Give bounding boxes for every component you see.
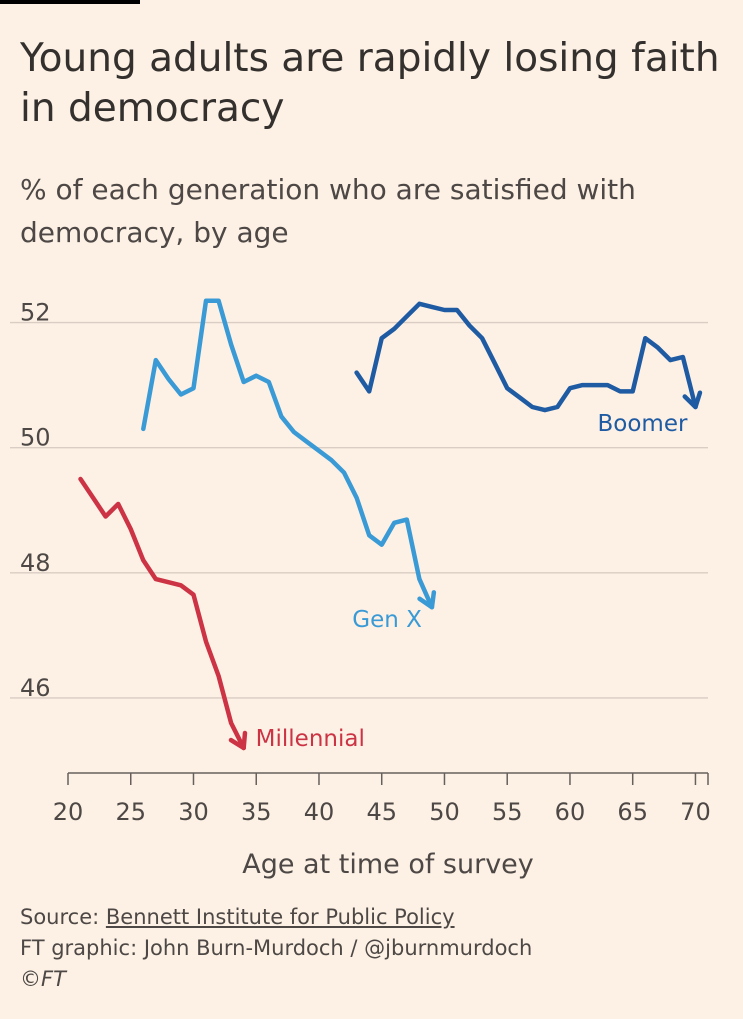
x-tick-label-50: 50: [429, 798, 460, 826]
source-link[interactable]: Bennett Institute for Public Policy: [105, 905, 455, 929]
header-accent-bar: [0, 0, 140, 4]
x-tick-label-35: 35: [241, 798, 272, 826]
x-axis-title: Age at time of survey: [242, 849, 534, 880]
series-arrowhead-millennial: [228, 730, 248, 751]
y-tick-label-52: 52: [20, 299, 51, 327]
chart-subtitle: % of each generation who are satisfied w…: [20, 173, 636, 249]
series-line-boomer: [354, 301, 698, 413]
series-label-gen-x: Gen X: [352, 607, 422, 633]
y-tick-label-48: 48: [20, 549, 51, 577]
source-prefix: Source:: [20, 905, 106, 929]
chart-title: Young adults are rapidly losing faith in…: [20, 36, 720, 131]
series-label-boomer: Boomer: [598, 411, 688, 437]
x-tick-label-30: 30: [178, 798, 209, 826]
series-label-millennial: Millennial: [256, 726, 365, 752]
copyright: ©FT: [20, 967, 66, 991]
x-tick-label-65: 65: [617, 798, 648, 826]
x-tick-label-70: 70: [680, 798, 711, 826]
x-tick-label-60: 60: [555, 798, 586, 826]
y-tick-label-46: 46: [20, 674, 51, 702]
x-tick-label-25: 25: [115, 798, 146, 826]
series-arrowhead-boomer: [682, 390, 703, 410]
chart-footer: Source: Bennett Institute for Public Pol…: [20, 902, 532, 995]
y-tick-label-50: 50: [20, 424, 51, 452]
series-line-gen-x: [141, 298, 435, 610]
series-line-millennial: [78, 476, 246, 751]
x-tick-label-20: 20: [53, 798, 84, 826]
series-arrowhead-gen-x: [417, 590, 437, 610]
credit-line: FT graphic: John Burn-Murdoch / @jburnmu…: [20, 936, 533, 960]
x-tick-label-40: 40: [304, 798, 335, 826]
source-line: Source: Bennett Institute for Public Pol…: [20, 902, 532, 933]
x-tick-label-45: 45: [366, 798, 397, 826]
x-tick-label-55: 55: [492, 798, 523, 826]
